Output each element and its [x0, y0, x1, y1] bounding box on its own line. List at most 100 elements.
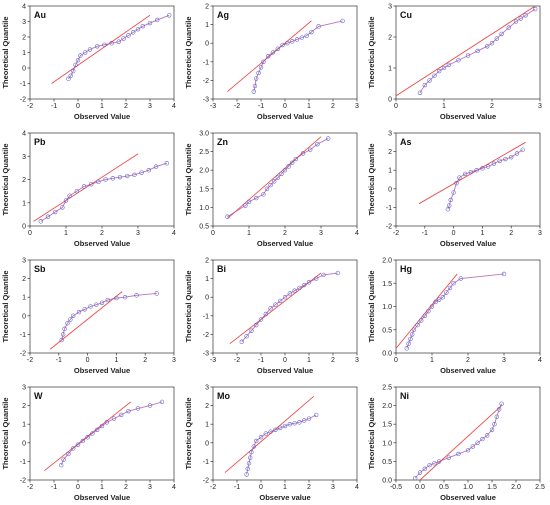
data-point	[258, 317, 264, 322]
data-point	[406, 341, 411, 346]
data-point	[125, 173, 130, 179]
y-tick-label: 3	[22, 154, 26, 161]
quantile-trace	[406, 273, 505, 349]
data-point	[94, 302, 99, 307]
data-point	[287, 291, 292, 296]
data-point	[451, 190, 456, 195]
y-tick-label: -3	[203, 97, 209, 104]
data-point	[254, 438, 259, 444]
data-point	[63, 198, 69, 203]
element-label: Mo	[217, 391, 230, 401]
data-point	[258, 435, 264, 440]
data-point	[99, 300, 105, 305]
x-axis-label: Observe value	[259, 493, 310, 502]
data-point	[131, 30, 136, 35]
data-point	[90, 431, 95, 436]
data-point	[254, 195, 259, 201]
plot-frame	[29, 259, 175, 354]
x-tick-label: 2.0	[511, 484, 521, 491]
data-point	[134, 293, 139, 298]
data-point	[139, 170, 144, 175]
plot-frame	[29, 386, 175, 481]
data-point	[249, 449, 254, 455]
x-tick-label: 4	[355, 230, 359, 237]
data-point	[286, 164, 291, 169]
qq-plot-as: -2 -1 0 1 2 3 -2 -1 0 1 2 3 Observed Value Theoretica…	[367, 131, 542, 249]
element-label: Bi	[217, 264, 226, 274]
x-tick-label: -1	[51, 484, 57, 491]
x-axis-label: Observed Value	[74, 239, 130, 248]
x-tick-label: 2	[283, 230, 287, 237]
data-point	[75, 442, 81, 447]
y-tick-label: -1	[203, 459, 209, 466]
y-tick-label: 2	[22, 403, 26, 410]
reference-line	[51, 14, 151, 84]
x-tick-label: 2	[490, 103, 494, 110]
qq-plot-bi: -3 -2 -1 0 1 2 3 -3 -2 -1 0 1 2 Observed Value Theoret…	[184, 258, 359, 376]
data-point	[244, 334, 249, 339]
plot-frame	[29, 132, 175, 227]
data-point	[417, 470, 423, 475]
y-tick-label: 0.5	[382, 327, 392, 334]
data-point	[135, 406, 141, 411]
y-tick-label: 1	[22, 200, 26, 207]
y-tick-label: 1.5	[199, 186, 209, 193]
y-tick-label: 0	[205, 295, 209, 302]
data-point	[256, 70, 261, 76]
x-tick-label: -2	[27, 484, 33, 491]
data-point	[282, 295, 288, 300]
data-point	[81, 184, 87, 189]
y-tick-label: 3	[388, 131, 392, 138]
data-point	[111, 416, 117, 421]
data-point	[132, 172, 137, 178]
data-point	[497, 158, 502, 164]
data-point	[268, 306, 273, 311]
qq-plot-ag: -3 -2 -1 0 1 2 3 -3 -2 -1 0 1 2 Observed Value Theoret…	[184, 4, 359, 122]
plot-frame	[395, 132, 541, 227]
data-point	[468, 169, 474, 175]
data-point	[83, 50, 88, 55]
data-point	[494, 36, 499, 41]
y-tick-label: 1	[205, 22, 209, 29]
y-tick-label: 2.5	[382, 385, 392, 392]
x-tick-label: 1	[480, 230, 484, 237]
data-point	[85, 435, 90, 440]
data-point	[520, 147, 525, 152]
x-axis-label: Observed value	[440, 493, 496, 502]
y-tick-label: 0.5	[382, 459, 392, 466]
data-point	[315, 141, 320, 147]
y-tick-label: 2	[388, 149, 392, 156]
data-point	[501, 271, 507, 277]
data-point	[38, 219, 43, 224]
y-tick-label: 0	[22, 66, 26, 73]
x-tick-label: -2	[393, 230, 399, 237]
data-point	[422, 82, 427, 88]
y-tick-label: -3	[203, 351, 209, 358]
data-point	[71, 313, 76, 318]
x-tick-label: 0	[86, 357, 90, 364]
y-tick-label: -2	[203, 478, 209, 485]
data-point	[76, 309, 82, 315]
data-point	[413, 475, 418, 481]
data-point	[65, 321, 70, 326]
y-tick-label: 2	[205, 258, 209, 265]
y-tick-label: 4	[22, 4, 26, 11]
qq-plot-pb: 0 1 2 3 4 0 1 2 3 4 Observed Value Theoretical Quan…	[1, 131, 176, 249]
x-tick-label: 3	[355, 103, 359, 110]
x-tick-label: -1	[56, 357, 62, 364]
data-point	[66, 451, 71, 457]
y-tick-label: 1.0	[199, 205, 209, 212]
data-point	[514, 151, 520, 156]
data-point	[119, 412, 124, 418]
x-axis-label: Observed Value	[257, 239, 313, 248]
x-tick-label: 1.5	[487, 484, 497, 491]
data-point	[287, 422, 292, 427]
data-point	[246, 199, 252, 204]
y-tick-label: 2.0	[382, 258, 392, 265]
y-axis-label: Theoretical Quantile	[1, 16, 10, 88]
data-point	[445, 207, 451, 212]
data-point	[513, 19, 519, 24]
data-point	[489, 41, 495, 46]
reference-line	[395, 5, 536, 97]
